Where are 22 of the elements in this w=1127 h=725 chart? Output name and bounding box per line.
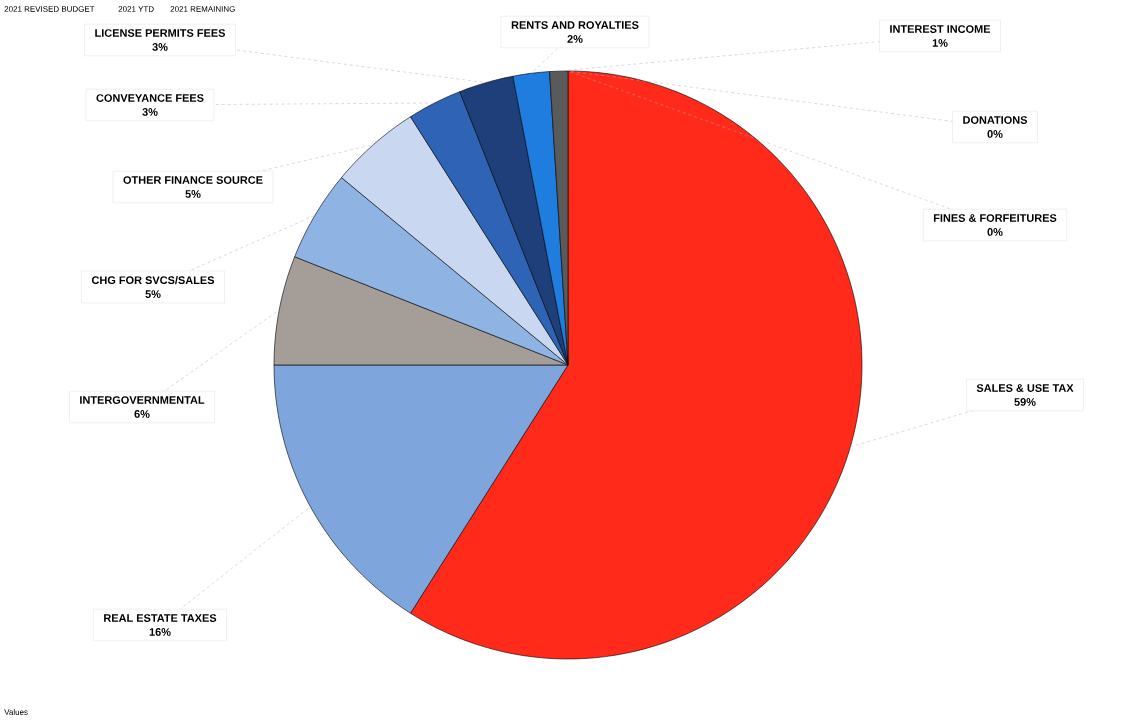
slice-label: OTHER FINANCE SOURCE — [123, 176, 263, 184]
data-label: 2% — [567, 35, 583, 43]
category-label: FINES & FORFEITURES — [933, 214, 1057, 222]
category-label: DONATIONS — [963, 116, 1028, 124]
data-label: 6% — [134, 410, 150, 418]
data-label: 5% — [145, 290, 161, 298]
slice-label: INTERGOVERNMENTAL — [80, 396, 205, 404]
slice-label: REAL ESTATE TAXES — [104, 614, 217, 622]
slice-label: CHG FOR SVCS/SALES — [91, 276, 215, 285]
data-label: 5% — [185, 190, 201, 198]
data-label: 3% — [152, 43, 168, 51]
slice-label: RENTS AND ROYALTIES — [511, 21, 639, 29]
slice-label: INTEREST INCOME — [890, 25, 991, 33]
text: 0% — [987, 130, 1003, 138]
data-label: 59% — [1014, 398, 1036, 406]
text: 0% — [987, 228, 1003, 236]
data-label: 3% — [142, 108, 158, 116]
data-label: 16% — [149, 628, 171, 636]
data-label: 1% — [932, 39, 948, 47]
slice-label: LICENSE PERMITS FEES — [95, 29, 226, 37]
slice-label: SALES & USE TAX — [976, 384, 1074, 392]
slice-label: CONVEYANCE FEES — [96, 94, 204, 102]
